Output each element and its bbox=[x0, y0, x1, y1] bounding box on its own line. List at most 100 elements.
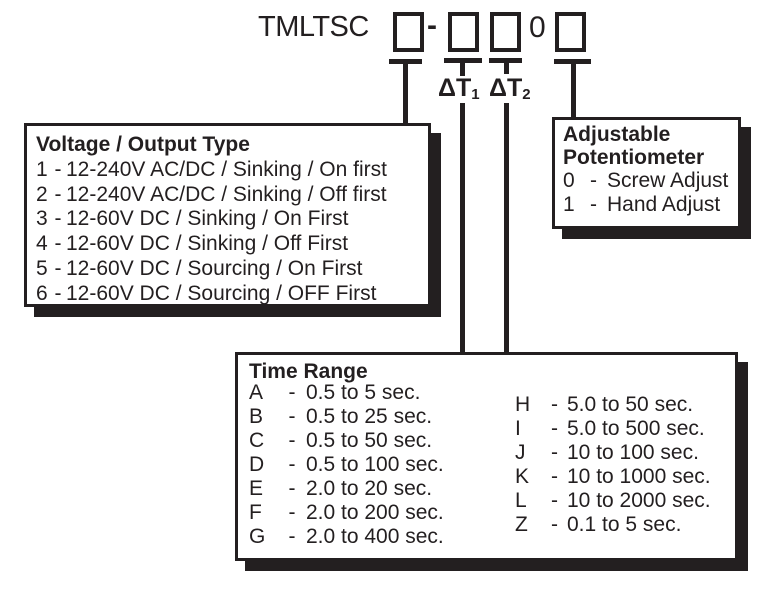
option-dash: - bbox=[590, 192, 597, 216]
option-desc: 10 to 1000 sec. bbox=[567, 465, 711, 488]
option-code: E bbox=[249, 477, 264, 500]
option-dash: - bbox=[551, 417, 558, 440]
time-range-option-row: D -0.5 to 100 sec. bbox=[249, 453, 444, 477]
voltage-output-type-box: Voltage / Output Type 1-12-240V AC/DC / … bbox=[24, 123, 431, 307]
connector-line-potentiometer bbox=[571, 62, 576, 118]
option-code: J bbox=[515, 441, 526, 464]
option-code: B bbox=[249, 405, 264, 428]
potentiometer-option-row: 1- Hand Adjust bbox=[563, 193, 734, 217]
connector-line-voltage bbox=[403, 62, 408, 126]
delta-t1-text: ΔT bbox=[438, 74, 472, 102]
digit-box-voltage bbox=[393, 12, 424, 52]
option-desc: 5.0 to 50 sec. bbox=[567, 393, 694, 416]
option-code: K bbox=[515, 465, 530, 488]
digit-box-potentiometer bbox=[555, 12, 586, 52]
time-range-option-row: K -10 to 1000 sec. bbox=[515, 465, 711, 489]
time-range-option-row: A -0.5 to 5 sec. bbox=[249, 381, 444, 405]
voltage-box-title: Voltage / Output Type bbox=[36, 133, 250, 156]
option-code: 2 bbox=[36, 182, 48, 206]
connector-bar-voltage bbox=[389, 59, 422, 64]
option-desc: 12-240V AC/DC / Sinking / On first bbox=[66, 158, 387, 181]
option-desc: 10 to 2000 sec. bbox=[567, 489, 711, 512]
connector-bar-potentiometer bbox=[554, 59, 591, 64]
option-desc: 12-60V DC / Sourcing / On First bbox=[66, 256, 363, 280]
voltage-option-row: 1-12-240V AC/DC / Sinking / On first bbox=[36, 158, 424, 183]
option-dash: - bbox=[551, 465, 558, 488]
option-code: A bbox=[249, 381, 264, 404]
option-code: F bbox=[249, 501, 262, 524]
option-dash: - bbox=[288, 405, 296, 428]
option-code: D bbox=[249, 453, 265, 476]
option-dash: - bbox=[54, 158, 62, 181]
time-range-option-row: Z -0.1 to 5 sec. bbox=[515, 513, 711, 537]
time-range-right-column: H -5.0 to 50 sec. I -5.0 to 500 sec. J -10 … bbox=[515, 393, 711, 537]
option-dash: - bbox=[288, 501, 296, 524]
time-range-option-row: H -5.0 to 50 sec. bbox=[515, 393, 711, 417]
option-desc: 2.0 to 200 sec. bbox=[306, 501, 444, 524]
connector-bar-dt2 bbox=[489, 58, 522, 63]
connector-line-dt1-lower bbox=[460, 103, 465, 353]
option-desc: 0.1 to 5 sec. bbox=[567, 513, 682, 536]
connector-line-dt2-lower bbox=[504, 103, 509, 353]
delta-t2-text: ΔT bbox=[489, 74, 523, 102]
delta-t1-subscript: 1 bbox=[471, 86, 480, 103]
option-dash: - bbox=[288, 453, 296, 476]
digit-box-time-range-1 bbox=[448, 12, 479, 52]
option-desc: 12-60V DC / Sinking / On First bbox=[66, 207, 349, 231]
voltage-option-row: 5-12-60V DC / Sourcing / On First bbox=[36, 257, 424, 282]
option-desc: 0.5 to 50 sec. bbox=[306, 429, 433, 452]
option-dash: - bbox=[54, 256, 62, 280]
option-dash: - bbox=[54, 207, 62, 231]
option-desc: 5.0 to 500 sec. bbox=[567, 417, 705, 440]
adjustable-potentiometer-box: Adjustable Potentiometer 0- Screw Adjust … bbox=[552, 117, 741, 229]
part-number-separator: - bbox=[427, 9, 437, 42]
option-dash: - bbox=[54, 182, 62, 206]
option-dash: - bbox=[590, 169, 597, 192]
option-desc: 12-60V DC / Sourcing / OFF First bbox=[66, 281, 377, 305]
option-desc: 0.5 to 25 sec. bbox=[306, 405, 433, 428]
connector-bar-dt1 bbox=[444, 58, 482, 63]
digit-box-time-range-2 bbox=[490, 12, 521, 52]
time-range-option-row: L -10 to 2000 sec. bbox=[515, 489, 711, 513]
option-code: H bbox=[515, 393, 531, 416]
option-code: 1 bbox=[563, 192, 575, 216]
delta-t2-subscript: 2 bbox=[522, 86, 531, 103]
voltage-option-row: 2-12-240V AC/DC / Sinking / Off first bbox=[36, 183, 424, 208]
option-code: 5 bbox=[36, 256, 48, 280]
option-desc: 12-60V DC / Sinking / Off First bbox=[66, 232, 349, 256]
option-dash: - bbox=[551, 513, 558, 536]
option-code: G bbox=[249, 525, 266, 548]
fixed-digit-zero: 0 bbox=[529, 11, 546, 44]
option-code: Z bbox=[515, 513, 528, 536]
option-dash: - bbox=[54, 232, 62, 256]
option-code: 1 bbox=[36, 158, 48, 181]
option-code: 0 bbox=[563, 169, 575, 192]
part-number-prefix: TMLTSC bbox=[258, 11, 369, 43]
option-dash: - bbox=[551, 441, 558, 464]
time-range-option-row: G -2.0 to 400 sec. bbox=[249, 525, 444, 549]
option-code: L bbox=[515, 489, 527, 512]
time-range-option-row: I -5.0 to 500 sec. bbox=[515, 417, 711, 441]
connector-line-dt1-upper bbox=[460, 61, 465, 76]
option-dash: - bbox=[288, 477, 296, 500]
option-desc: 2.0 to 20 sec. bbox=[306, 477, 433, 500]
option-dash: - bbox=[551, 393, 558, 416]
time-range-option-row: J -10 to 100 sec. bbox=[515, 441, 711, 465]
option-dash: - bbox=[288, 381, 296, 404]
time-range-box-title: Time Range bbox=[249, 360, 368, 383]
option-desc: 0.5 to 100 sec. bbox=[306, 453, 444, 476]
option-desc: Hand Adjust bbox=[607, 192, 721, 216]
option-desc: 0.5 to 5 sec. bbox=[306, 381, 421, 404]
option-code: 6 bbox=[36, 281, 48, 305]
option-desc: Screw Adjust bbox=[607, 169, 729, 192]
option-code: 4 bbox=[36, 232, 48, 256]
voltage-option-row: 3-12-60V DC / Sinking / On First bbox=[36, 207, 424, 232]
option-desc: 2.0 to 400 sec. bbox=[306, 525, 444, 548]
time-range-option-row: C -0.5 to 50 sec. bbox=[249, 429, 444, 453]
potentiometer-box-title-line2: Potentiometer bbox=[563, 145, 705, 169]
time-range-option-row: E -2.0 to 20 sec. bbox=[249, 477, 444, 501]
time-range-left-column: A -0.5 to 5 sec. B -0.5 to 25 sec. C -0.5 t… bbox=[249, 381, 444, 549]
potentiometer-box-title-line1: Adjustable bbox=[563, 123, 671, 146]
voltage-option-row: 4-12-60V DC / Sinking / Off First bbox=[36, 232, 424, 257]
